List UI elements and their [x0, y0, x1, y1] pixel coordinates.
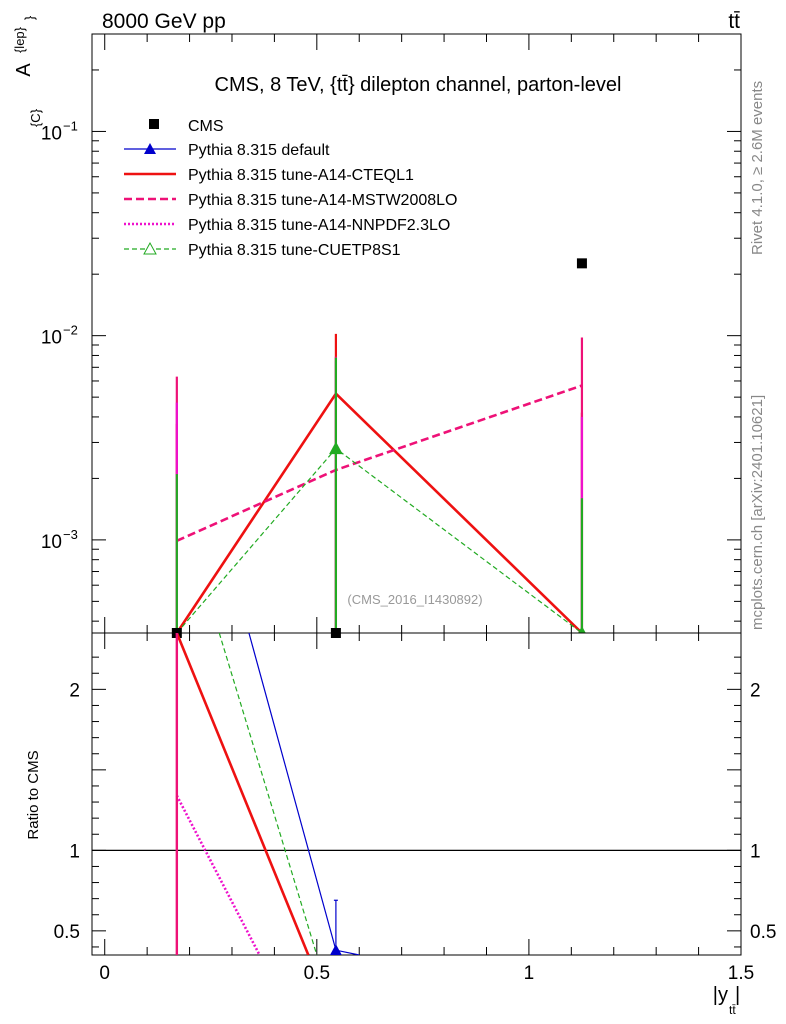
ratio-marker — [329, 944, 342, 955]
ratio-series-line — [218, 633, 318, 955]
data-point — [576, 258, 587, 269]
legend-marker-cms — [149, 119, 159, 129]
legend-label-cms: CMS — [188, 118, 224, 135]
main-ylabel-text: A — [13, 63, 35, 77]
ratio-ytick-label-right: 0.5 — [750, 922, 776, 943]
ratio-series-line — [175, 633, 310, 955]
ratio-xtick-label: 0 — [99, 963, 110, 984]
ratio-panel: 0 0.5 1 1.5 0.5 0.5 1 1 2 2 — [54, 632, 776, 984]
ratio-series-line — [175, 795, 261, 955]
legend-label: Pythia 8.315 tune-A14-CTEQL1 — [188, 167, 414, 184]
ratio-ytick-label: 1 — [69, 841, 80, 862]
main-ylabel: A {lep} } {C} — [12, 15, 43, 127]
main-ylabel-sub: } — [22, 15, 37, 20]
main-ylabel-sup: {lep} — [12, 26, 27, 53]
mcplots-label: mcplots.cern.ch [arXiv:2401.10621] — [749, 395, 766, 630]
ratio-ylabel: Ratio to CMS — [25, 750, 42, 839]
ratio-ytick-label: 2 — [69, 680, 80, 701]
legend-entry-cms: CMS — [149, 118, 224, 135]
legend: CMS Pythia 8.315 default Pythia 8.315 tune… — [124, 118, 457, 259]
xlabel-close: | — [735, 984, 740, 1006]
main-ylabel-sub2: {C} — [28, 108, 43, 127]
legend-label: Pythia 8.315 tune-A14-MSTW2008LO — [188, 192, 457, 209]
xlabel: |y tt̄ | — [713, 984, 740, 1017]
main-ytick-exp: −3 — [63, 527, 78, 542]
legend-marker — [143, 241, 157, 255]
ratio-frame-border — [91, 632, 742, 956]
main-ytick-label: 10 — [41, 328, 62, 349]
main-ytick-exp: −2 — [63, 323, 78, 338]
legend-label: Pythia 8.315 tune-A14-NNPDF2.3LO — [188, 217, 450, 234]
legend-entry: Pythia 8.315 tune-A14-MSTW2008LO — [124, 192, 457, 209]
main-panel: 10−110−210−3 — [41, 33, 742, 638]
ratio-ytick-label-right: 2 — [750, 680, 761, 701]
legend-label: Pythia 8.315 default — [188, 142, 330, 159]
legend-entry: Pythia 8.315 tune-A14-NNPDF2.3LO — [124, 217, 450, 234]
legend-entry: Pythia 8.315 default — [124, 142, 330, 159]
series-marker — [329, 441, 343, 455]
xlabel-sub: tt̄ — [729, 1003, 736, 1017]
main-ytick-label: 10 — [41, 532, 62, 553]
analysis-watermark: (CMS_2016_I1430892) — [347, 592, 482, 607]
ratio-xtick-label: 1 — [524, 963, 535, 984]
legend-marker — [144, 143, 156, 154]
rivet-version-label: Rivet 4.1.0, ≥ 2.6M events — [749, 81, 766, 255]
chart-title: CMS, 8 TeV, {tt̄} dilepton channel, part… — [215, 74, 622, 96]
header-process-label: tt̄ — [728, 10, 740, 33]
legend-entry: Pythia 8.315 tune-A14-CTEQL1 — [124, 167, 414, 184]
ratio-xtick-label: 0.5 — [304, 963, 330, 984]
legend-entry: Pythia 8.315 tune-CUETP8S1 — [124, 241, 401, 259]
main-plot-area — [172, 333, 586, 633]
ratio-plot-area — [175, 633, 360, 955]
ratio-xtick-label: 1.5 — [728, 963, 754, 984]
ratio-ytick-label-right: 1 — [750, 841, 761, 862]
xlabel-text: |y — [713, 984, 728, 1006]
header-energy-label: 8000 GeV pp — [102, 10, 226, 33]
legend-label: Pythia 8.315 tune-CUETP8S1 — [188, 242, 401, 259]
ratio-ytick-label: 0.5 — [54, 922, 80, 943]
main-ytick-label: 10 — [41, 123, 62, 144]
main-ytick-exp: −1 — [63, 118, 78, 133]
